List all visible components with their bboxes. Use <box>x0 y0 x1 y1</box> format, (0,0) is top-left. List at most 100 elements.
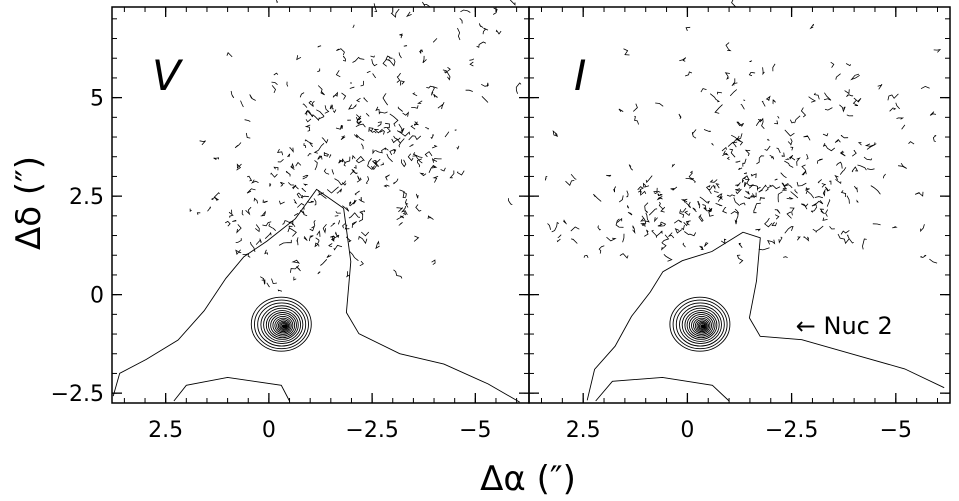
contour-fragment <box>365 113 370 117</box>
nucleus-contour <box>669 296 731 352</box>
contour-fragment <box>399 189 407 198</box>
contour-fragment <box>389 113 399 127</box>
contour-fragment <box>330 234 339 242</box>
contour-fragment <box>743 175 750 181</box>
contour-fragment <box>618 108 624 113</box>
contour-fragment <box>385 55 391 60</box>
contour-fragment <box>679 57 687 62</box>
contour-fragment <box>651 229 657 238</box>
nucleus-contour <box>279 321 289 331</box>
contour-fragment <box>671 163 675 168</box>
contour-fragment <box>262 199 268 203</box>
contour-fragment <box>817 179 822 184</box>
contour-fragment <box>678 113 682 120</box>
nucleus-contour <box>697 321 707 331</box>
contour-fragment <box>823 92 832 101</box>
contour-fragment <box>822 133 829 137</box>
contour-fragment <box>551 221 560 233</box>
contour-fragment <box>644 212 650 223</box>
contour-fragment <box>322 224 327 234</box>
contour-fragment <box>348 201 352 206</box>
contour-fragment <box>230 90 235 99</box>
contour-fragment <box>755 119 763 126</box>
contour-fragment <box>742 158 747 167</box>
contour-fragment <box>359 260 364 267</box>
contour-fragment <box>670 186 678 191</box>
contour-fragment <box>749 194 755 199</box>
contour-fragment <box>914 191 924 197</box>
contour-fragment <box>302 174 309 180</box>
contour-fragment <box>658 201 664 210</box>
contour-fragment <box>431 145 438 149</box>
contour-fragment <box>287 153 291 158</box>
contour-fragment <box>235 238 242 243</box>
contour-fragment <box>442 66 451 74</box>
contour-fragment <box>754 202 761 208</box>
contour-fragment <box>780 172 787 179</box>
contour-fragment <box>358 196 365 203</box>
contour-fragment <box>777 115 780 119</box>
contour-fragment <box>616 217 623 223</box>
contour-fragment <box>740 103 745 110</box>
contour-fragment <box>814 196 824 199</box>
contour-fragment <box>565 180 575 187</box>
contour-fragment <box>853 185 858 193</box>
contour-fragment <box>597 225 601 231</box>
contour-fragment <box>781 182 789 187</box>
contour-fragment <box>735 187 741 192</box>
contour-fragment <box>290 265 300 273</box>
contour-fragment <box>772 184 781 190</box>
contour-fragment <box>862 238 867 250</box>
contour-fragment <box>805 187 810 192</box>
contour-fragment <box>341 182 347 186</box>
y-tick-label: 0 <box>90 284 104 309</box>
contour-fragment <box>323 152 329 157</box>
contour-fragment <box>360 80 364 87</box>
contour-fragment <box>781 187 788 191</box>
contour-fragment <box>264 249 269 255</box>
contour-fragment <box>759 117 765 129</box>
contour-fragment <box>317 271 321 275</box>
contour-fragment <box>640 218 645 222</box>
contour-fragment <box>416 158 422 168</box>
contour-fragment <box>207 206 211 212</box>
x-tick-label: −5 <box>880 418 912 443</box>
x-tick-label: −2.5 <box>765 418 818 443</box>
contour-fragment <box>756 155 765 165</box>
contour-fragment <box>262 221 272 227</box>
contour-fragment <box>613 186 617 193</box>
contour-fragment <box>829 226 835 230</box>
contour-fragment <box>415 193 419 199</box>
contour-fragment <box>399 127 405 133</box>
contour-fragment <box>303 236 308 241</box>
contour-fragment <box>852 100 859 106</box>
contour-fragment <box>354 190 360 196</box>
contour-fragment <box>432 38 438 43</box>
nucleus-contour <box>691 315 712 335</box>
contour-fragment <box>437 102 445 110</box>
contour-fragment <box>772 99 776 105</box>
contour-fragment <box>794 115 801 124</box>
nucleus-contour <box>270 313 296 337</box>
contour-fragment <box>309 235 314 242</box>
contour-fragment <box>800 107 807 118</box>
contour-fragment <box>396 215 404 220</box>
contour-fragment <box>634 115 639 125</box>
contour-fragment <box>314 160 318 171</box>
contour-fragment <box>398 138 405 148</box>
contour-fragment <box>324 105 330 114</box>
contour-fragment <box>305 118 312 123</box>
contour-fragment <box>317 193 327 199</box>
contour-fragment <box>297 202 305 208</box>
contour-fragment <box>383 122 390 129</box>
contour-fragment <box>674 228 683 234</box>
contour-fragment <box>835 178 842 185</box>
contour-fragment <box>389 57 393 59</box>
contour-fragment <box>430 134 435 140</box>
contour-fragment <box>338 159 346 164</box>
contour-fragment <box>349 251 359 262</box>
contour-fragment <box>228 211 234 218</box>
contour-fragment <box>454 129 457 131</box>
contour-fragment <box>826 199 831 207</box>
contour-fragment <box>225 220 231 227</box>
